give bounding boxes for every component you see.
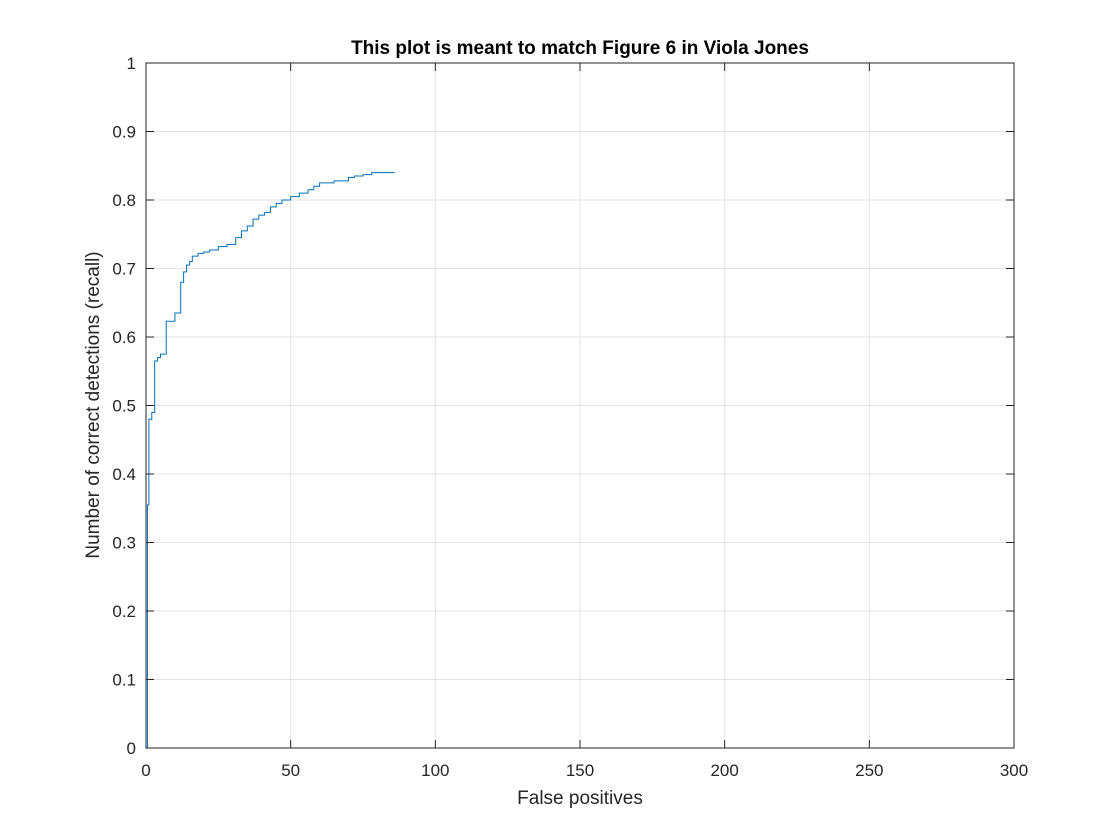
grid <box>145 62 1015 749</box>
x-tick-label: 200 <box>710 761 738 780</box>
y-tick-label: 0.2 <box>112 602 136 621</box>
x-tick-label: 50 <box>281 761 300 780</box>
y-tick-label: 0.3 <box>112 534 136 553</box>
y-tick-label: 0.7 <box>112 260 136 279</box>
y-tick-label: 0.4 <box>112 465 136 484</box>
x-tick-label: 150 <box>566 761 594 780</box>
x-axis-label: False positives <box>517 788 643 809</box>
x-tick-label: 100 <box>421 761 449 780</box>
x-tick-label: 300 <box>1000 761 1028 780</box>
y-tick-label: 0.5 <box>112 397 136 416</box>
y-tick-label: 0.6 <box>112 328 136 347</box>
y-tick-label: 0.9 <box>112 123 136 142</box>
y-tick-label: 0.1 <box>112 671 136 690</box>
x-tick-label: 250 <box>855 761 883 780</box>
chart-title: This plot is meant to match Figure 6 in … <box>351 38 809 59</box>
y-tick-label: 1 <box>127 54 136 73</box>
plot-area <box>146 172 395 749</box>
y-tick-label: 0.8 <box>112 191 136 210</box>
axis-ticks: 0 50 100 150 200 250 300 0 0.1 0.2 0.3 0.4 0.5 0.6 0.7… <box>112 54 1028 780</box>
y-tick-label: 0 <box>127 739 136 758</box>
y-axis-label: Number of correct detections (recall) <box>83 251 104 558</box>
x-tick-label: 0 <box>141 761 150 780</box>
recall-curve <box>146 172 395 749</box>
